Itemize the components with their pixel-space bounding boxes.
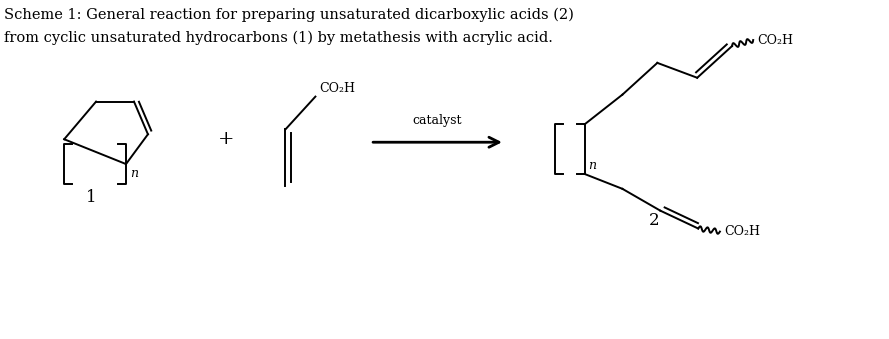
Text: +: + bbox=[218, 130, 234, 148]
Text: CO₂H: CO₂H bbox=[724, 225, 760, 238]
Text: n: n bbox=[130, 167, 138, 180]
Text: from cyclic unsaturated hydrocarbons (1) by metathesis with acrylic acid.: from cyclic unsaturated hydrocarbons (1)… bbox=[4, 30, 553, 44]
Text: CO₂H: CO₂H bbox=[319, 82, 356, 95]
Text: n: n bbox=[589, 159, 597, 172]
Text: CO₂H: CO₂H bbox=[757, 34, 793, 46]
Text: catalyst: catalyst bbox=[412, 114, 462, 127]
Text: 1: 1 bbox=[86, 189, 96, 206]
Text: 2: 2 bbox=[649, 212, 660, 228]
Text: Scheme 1: General reaction for preparing unsaturated dicarboxylic acids (2): Scheme 1: General reaction for preparing… bbox=[4, 7, 574, 22]
